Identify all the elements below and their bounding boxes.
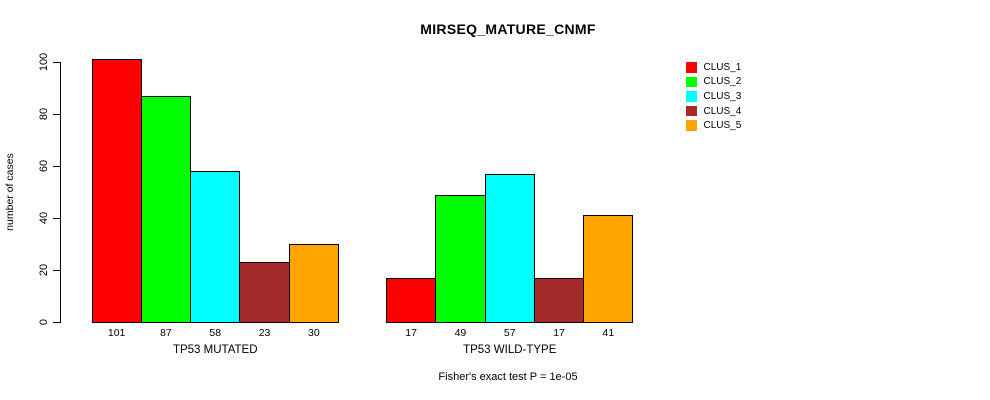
y-tick-label: 20: [38, 263, 50, 277]
bar: [91, 59, 142, 323]
bar-value-label: 17: [405, 327, 417, 339]
y-axis-line: [60, 61, 61, 323]
bar: [288, 244, 339, 323]
bar: [140, 95, 192, 323]
bar-value-label: 87: [160, 327, 172, 339]
legend-label: CLUS_1: [703, 61, 742, 73]
caption-fisher-test: Fisher's exact test P = 1e-05: [438, 371, 578, 383]
bar-value-label: 17: [553, 327, 565, 339]
legend-swatch: [686, 62, 697, 73]
legend-item: CLUS_3: [686, 89, 741, 104]
bar: [386, 277, 437, 323]
legend-swatch: [686, 91, 697, 102]
y-tick: [53, 113, 60, 115]
group-label: TP53 WILD-TYPE: [463, 344, 557, 356]
bar-value-label: 57: [503, 327, 516, 339]
y-tick-label: 80: [38, 107, 50, 121]
group-label: TP53 MUTATED: [172, 344, 258, 356]
bar-value-label: 101: [107, 327, 126, 339]
y-tick: [53, 217, 60, 219]
legend-label: CLUS_3: [703, 90, 742, 102]
y-tick: [53, 61, 60, 63]
bar: [190, 171, 241, 323]
legend-label: CLUS_4: [703, 105, 742, 117]
bar: [533, 277, 585, 323]
y-tick-label: 60: [38, 159, 50, 173]
y-tick-label: 100: [38, 52, 50, 72]
legend-swatch: [686, 105, 697, 117]
legend: CLUS_1 CLUS_2 CLUS_3 CLUS_4 CLUS_5: [686, 60, 741, 133]
y-tick: [53, 269, 60, 271]
bar-value-label: 49: [454, 327, 467, 339]
legend-swatch: [686, 120, 697, 131]
y-tick-label: 40: [38, 211, 50, 225]
y-tick: [53, 321, 60, 323]
bar: [583, 215, 634, 323]
bar-value-label: 41: [602, 327, 615, 339]
y-tick: [53, 165, 60, 167]
legend-item: CLUS_2: [686, 75, 741, 90]
legend-item: CLUS_5: [686, 118, 741, 133]
legend-item: CLUS_4: [686, 104, 741, 119]
y-axis-label: number of cases: [4, 153, 16, 231]
legend-item: CLUS_1: [686, 60, 741, 75]
bar-value-label: 58: [209, 327, 222, 339]
bar: [435, 194, 486, 323]
bar: [239, 262, 290, 323]
legend-label: CLUS_5: [703, 120, 742, 132]
y-tick-label: 0: [38, 318, 50, 326]
bar-value-label: 30: [308, 327, 320, 339]
chart-title: MIRSEQ_MATURE_CNMF: [420, 21, 596, 37]
legend-label: CLUS_2: [703, 76, 742, 88]
legend-swatch: [686, 76, 697, 88]
bar-value-label: 23: [258, 327, 271, 339]
bar: [484, 173, 535, 323]
